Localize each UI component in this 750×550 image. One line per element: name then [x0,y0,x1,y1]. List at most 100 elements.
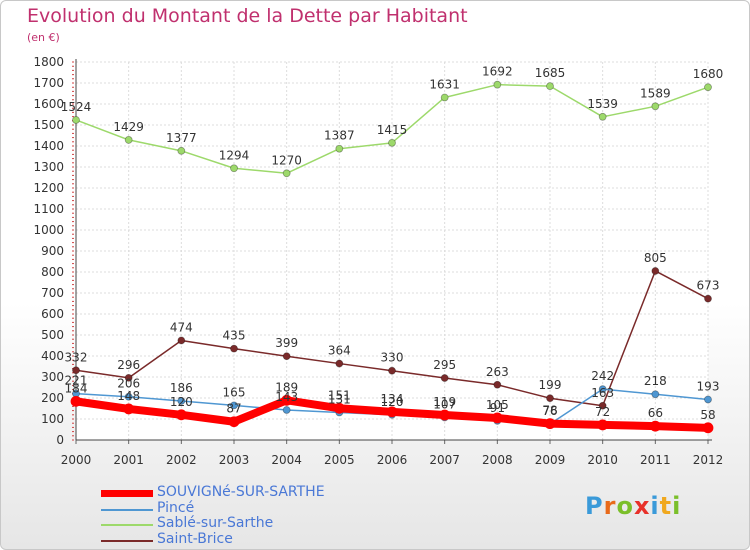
data-label: 1539 [587,97,618,111]
x-tick-label: 2011 [640,453,671,467]
data-label: 1294 [219,148,250,162]
data-point [335,144,344,153]
data-label: 221 [65,374,88,388]
series-layer [70,80,714,434]
logo-letter: P [585,492,604,520]
data-point [123,403,135,415]
data-label: 165 [223,385,246,399]
data-label: 399 [275,336,298,350]
data-label: 120 [381,395,404,409]
data-label: 1387 [324,129,355,143]
data-point [704,294,712,303]
chart-title: Evolution du Montant de la Dette par Hab… [27,5,468,27]
x-tick-label: 2010 [587,453,618,467]
axes: 0 100 200 300 400 500 600 700 800 900 1000 1100 1200… [33,55,723,467]
x-tick-label: 2002 [166,453,197,467]
data-point [704,83,712,92]
line-chart: 0 100 200 300 400 500 600 700 800 900 1000 1100 1200… [33,55,724,467]
data-point [281,394,293,406]
data-label: 193 [697,379,720,393]
legend-swatch [101,490,153,497]
data-point [386,406,398,418]
data-label: 66 [648,406,663,420]
data-point [491,412,503,424]
y-tick-label: 1600 [33,97,64,111]
x-tick-label: 2008 [482,453,513,467]
x-tick-label: 2001 [113,453,144,467]
data-label: 330 [381,351,404,365]
data-label: 184 [65,381,88,395]
data-point [124,136,133,144]
data-point [651,267,660,275]
data-point [440,93,449,102]
y-tick-label: 500 [41,328,64,342]
data-label: 435 [223,329,246,343]
data-point [230,401,238,410]
data-point [72,366,80,375]
data-point [598,112,607,121]
logo-letter: o [616,492,634,520]
data-label: 474 [170,320,193,334]
data-point [230,164,238,173]
data-label: 189 [275,380,298,394]
data-labels: 1524 1429 1377 1294 1270 1387 1415 1631 1692 1685… [61,65,724,422]
data-point [175,409,187,421]
y-tick-label: 300 [41,370,64,384]
x-tick-label: 2006 [377,453,408,467]
data-point [70,395,82,407]
data-point [124,373,133,382]
data-label: 131 [328,392,351,406]
logo-letter: t [659,492,673,520]
data-point [493,380,502,389]
data-point [597,419,609,431]
data-label: 1692 [482,65,513,79]
y-tick-label: 0 [56,433,64,447]
legend-swatch [101,539,153,542]
data-point [177,397,186,405]
data-label: 151 [328,388,351,402]
data-label: 1680 [693,67,724,81]
x-tick-label: 2004 [271,453,302,467]
grid [75,61,709,441]
y-tick-label: 1200 [33,181,64,195]
proxiti-logo: Proxiti [585,492,681,520]
y-tick-label: 1000 [33,223,64,237]
data-label: 78 [542,404,557,418]
data-point [546,394,554,403]
data-label: 1377 [166,131,197,145]
y-tick-label: 1300 [33,160,64,174]
data-label: 673 [697,279,720,293]
y-tick-label: 1500 [33,118,64,132]
data-point [282,406,291,414]
data-label: 364 [328,344,351,358]
data-label: 332 [65,350,88,364]
data-point [282,352,291,361]
x-tick-label: 2007 [429,453,460,467]
data-label: 1415 [377,123,408,137]
data-point [282,169,291,178]
data-label: 58 [700,408,715,422]
data-point [651,102,660,111]
data-point [702,422,714,434]
data-point [439,409,451,421]
legend-label: Sablé-sur-Sarthe [157,515,274,531]
data-label: 242 [591,369,614,383]
data-label: 1429 [113,120,144,134]
data-label: 107 [433,398,456,412]
legend-swatch [101,524,153,526]
y-tick-label: 600 [41,307,64,321]
data-label: 120 [170,395,193,409]
data-point [493,80,502,89]
data-point [440,374,449,382]
data-point [388,366,396,375]
data-point [177,146,186,155]
legend-label: Saint-Brice [157,530,233,547]
data-label: 91 [490,401,505,415]
data-label: 805 [644,251,667,265]
data-point [228,416,240,428]
data-label: 148 [117,389,140,403]
y-tick-label: 1700 [33,76,64,90]
data-point [72,116,80,124]
data-label: 218 [644,374,667,388]
data-point [704,395,712,404]
